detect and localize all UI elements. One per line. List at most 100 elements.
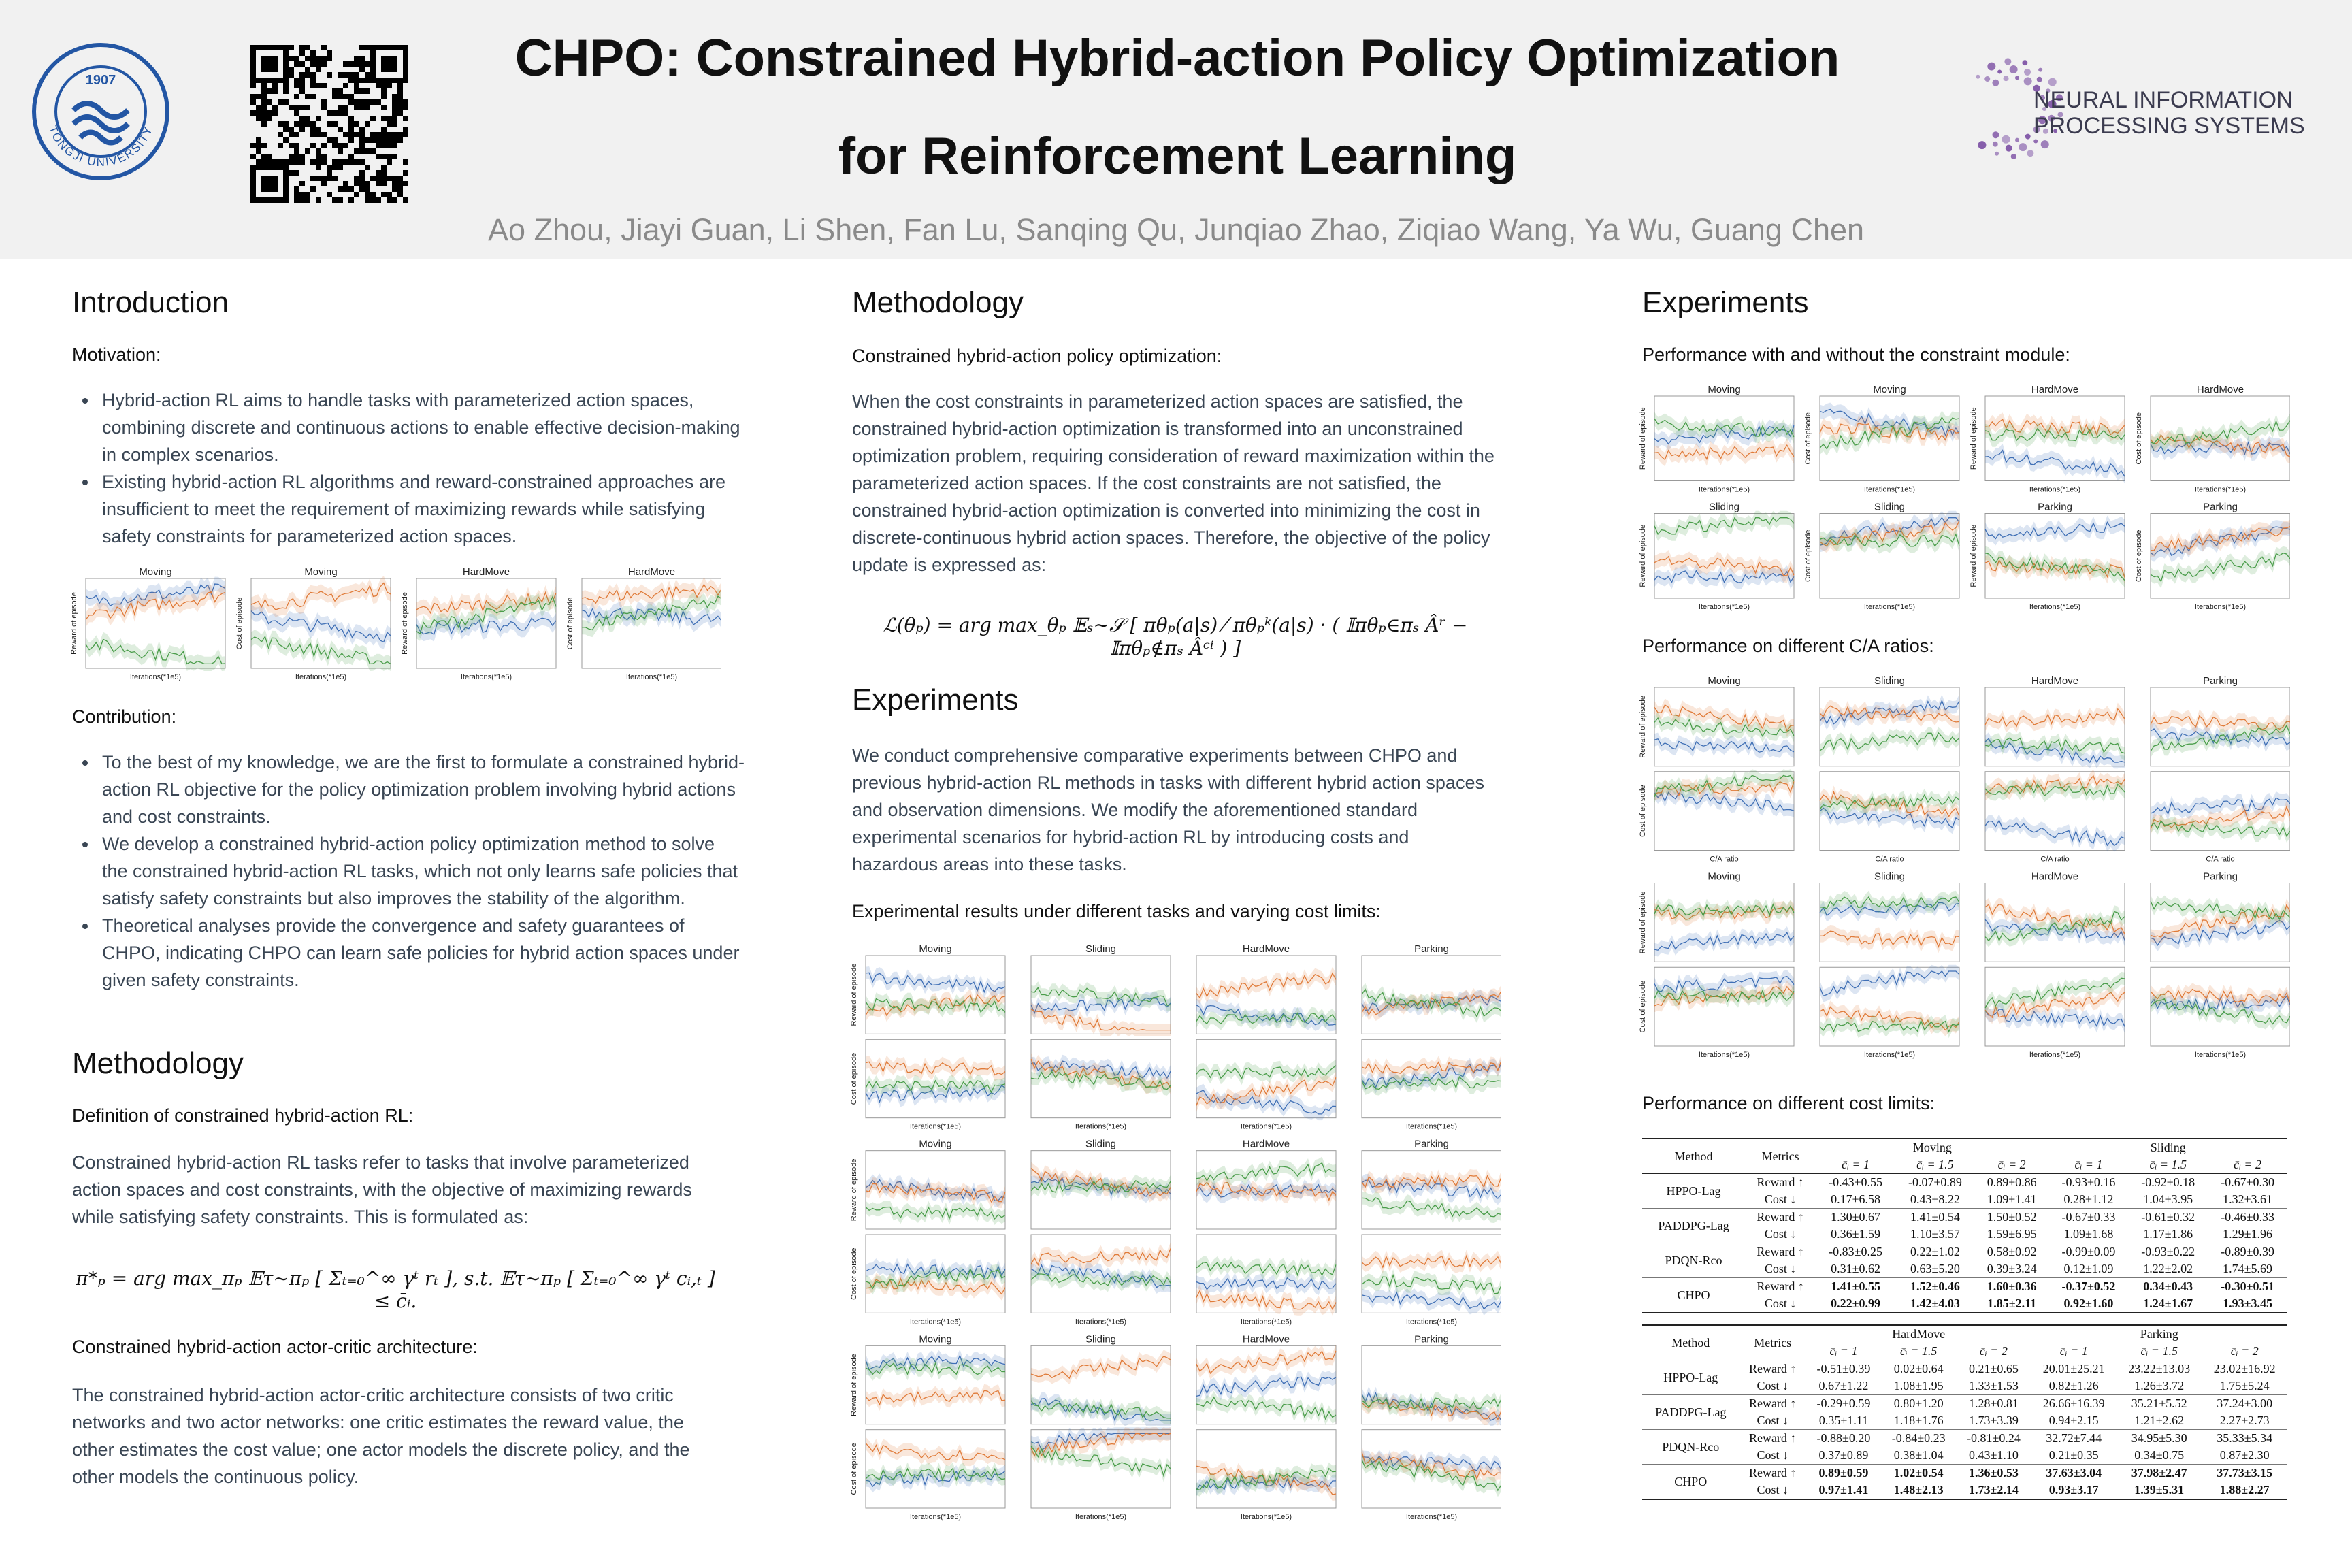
panel-title: Moving bbox=[139, 566, 172, 578]
curve bbox=[581, 583, 721, 604]
panel-title: Sliding bbox=[1874, 502, 1905, 513]
qr-module bbox=[327, 72, 332, 78]
qr-module bbox=[359, 148, 365, 154]
metric-cell: Reward ↑ bbox=[1739, 1464, 1806, 1482]
qr-module bbox=[397, 105, 403, 110]
qr-finder-core bbox=[261, 176, 278, 192]
curve bbox=[1819, 732, 1960, 751]
qr-module bbox=[338, 143, 343, 148]
qr-module bbox=[289, 56, 294, 61]
qr-module bbox=[387, 137, 392, 143]
curve bbox=[1030, 1398, 1171, 1422]
panel-frame bbox=[2150, 395, 2290, 481]
qr-module bbox=[348, 159, 354, 165]
qr-module bbox=[359, 99, 365, 105]
method-cell: PDQN-Rco bbox=[1642, 1243, 1746, 1278]
limit-header: c̄ᵢ = 2 bbox=[2202, 1343, 2287, 1360]
qr-module bbox=[359, 176, 365, 181]
qr-module bbox=[392, 176, 397, 181]
qr-module bbox=[338, 148, 343, 154]
qr-module bbox=[354, 72, 359, 78]
qr-module bbox=[261, 105, 267, 110]
panel-frame bbox=[865, 955, 1006, 1034]
curve bbox=[1819, 423, 1960, 441]
panel-ylabel: Reward of episode bbox=[1639, 696, 1647, 758]
subheader-row: c̄ᵢ = 1 c̄ᵢ = 1.5 c̄ᵢ = 2 c̄ᵢ = 1 c̄ᵢ = 1.5 c… bbox=[1642, 1156, 2287, 1174]
curve-band bbox=[1031, 981, 1171, 1012]
curve bbox=[1654, 791, 1795, 811]
curve bbox=[2150, 820, 2290, 838]
panel-title: HardMove bbox=[463, 566, 510, 578]
curve bbox=[1361, 1397, 1501, 1411]
qr-module bbox=[343, 61, 348, 67]
curve bbox=[1361, 1174, 1501, 1188]
qr-module bbox=[321, 143, 327, 148]
panel-title: Moving bbox=[1873, 384, 1906, 395]
curve-band bbox=[1654, 698, 1794, 738]
qr-module bbox=[365, 78, 370, 83]
curve bbox=[85, 638, 226, 665]
qr-code bbox=[250, 45, 408, 203]
qr-module bbox=[370, 132, 376, 137]
authors: Ao Zhou, Jiayi Guan, Li Shen, Fan Lu, Sa… bbox=[487, 212, 1865, 247]
curve-band bbox=[1654, 769, 1794, 804]
curve bbox=[1196, 1090, 1337, 1115]
curve-band bbox=[2151, 990, 2290, 1016]
curve bbox=[1361, 1063, 1501, 1089]
logo-dot bbox=[2024, 68, 2031, 76]
panel-xlabel: Iterations(*1e5) bbox=[2195, 1051, 2246, 1059]
qr-module bbox=[272, 88, 278, 94]
panel-frame bbox=[1361, 1345, 1501, 1425]
value-cell: 1.09±1.41 bbox=[1987, 1192, 2037, 1206]
qr-module bbox=[397, 88, 403, 94]
curve bbox=[2150, 919, 2290, 946]
qr-module bbox=[261, 83, 267, 88]
qr-module bbox=[256, 159, 261, 165]
panel-ylabel: Cost of episode bbox=[2135, 412, 2143, 464]
data-row: PADDPG-Lag Reward ↑ -0.29±0.59 0.80±1.20 1.2… bbox=[1642, 1394, 2287, 1430]
qr-module bbox=[321, 181, 327, 186]
qr-module bbox=[365, 72, 370, 78]
qr-module bbox=[283, 83, 289, 88]
qr-module bbox=[392, 132, 397, 137]
panel-xlabel: Iterations(*1e5) bbox=[1406, 1123, 1457, 1131]
panel-frame bbox=[1984, 513, 2125, 599]
limit-header: c̄ᵢ = 1 bbox=[2031, 1343, 2117, 1360]
curve-band bbox=[251, 576, 391, 617]
panel-xlabel: Iterations(*1e5) bbox=[1406, 1513, 1457, 1521]
curve bbox=[865, 1277, 1006, 1295]
curve bbox=[1030, 1446, 1171, 1477]
qr-module bbox=[294, 197, 299, 203]
panel-title: Sliding bbox=[1085, 1139, 1116, 1150]
qr-module bbox=[403, 105, 408, 110]
curve-band bbox=[1031, 1002, 1171, 1036]
panel-frame bbox=[1361, 955, 1501, 1034]
curve bbox=[865, 1179, 1006, 1201]
panel-frame bbox=[1361, 1234, 1501, 1313]
curve bbox=[1196, 1376, 1337, 1397]
curve-band bbox=[1196, 1007, 1336, 1030]
value-cell: 0.34±0.75 bbox=[2134, 1448, 2185, 1462]
curve-band bbox=[1985, 778, 2125, 802]
logo-dot bbox=[2053, 129, 2058, 133]
qr-module bbox=[321, 56, 327, 61]
qr-module bbox=[278, 121, 283, 127]
data-row: PDQN-Rco Reward ↑ -0.83±0.25 0.22±1.02 0.58±… bbox=[1642, 1243, 2287, 1278]
panel-ylabel: Reward of episode bbox=[1639, 407, 1647, 470]
curve-band bbox=[1654, 786, 1794, 817]
qr-module bbox=[299, 61, 305, 67]
qr-finder bbox=[250, 45, 289, 83]
qr-module bbox=[359, 181, 365, 186]
logo-year: 1907 bbox=[86, 73, 116, 88]
curve-band bbox=[1362, 1391, 1501, 1416]
panel-title: HardMove bbox=[2031, 871, 2078, 883]
qr-module bbox=[278, 159, 283, 165]
qr-module bbox=[305, 116, 310, 121]
value-cell: 26.66±16.39 bbox=[2031, 1394, 2117, 1412]
value-cell: 1.36±0.53 bbox=[1956, 1464, 2031, 1482]
curve-band bbox=[1985, 985, 2125, 1024]
logo-name: TONGJI UNIVERSITY bbox=[46, 124, 156, 169]
logo-dot bbox=[2036, 76, 2042, 82]
qr-finder bbox=[370, 45, 408, 83]
